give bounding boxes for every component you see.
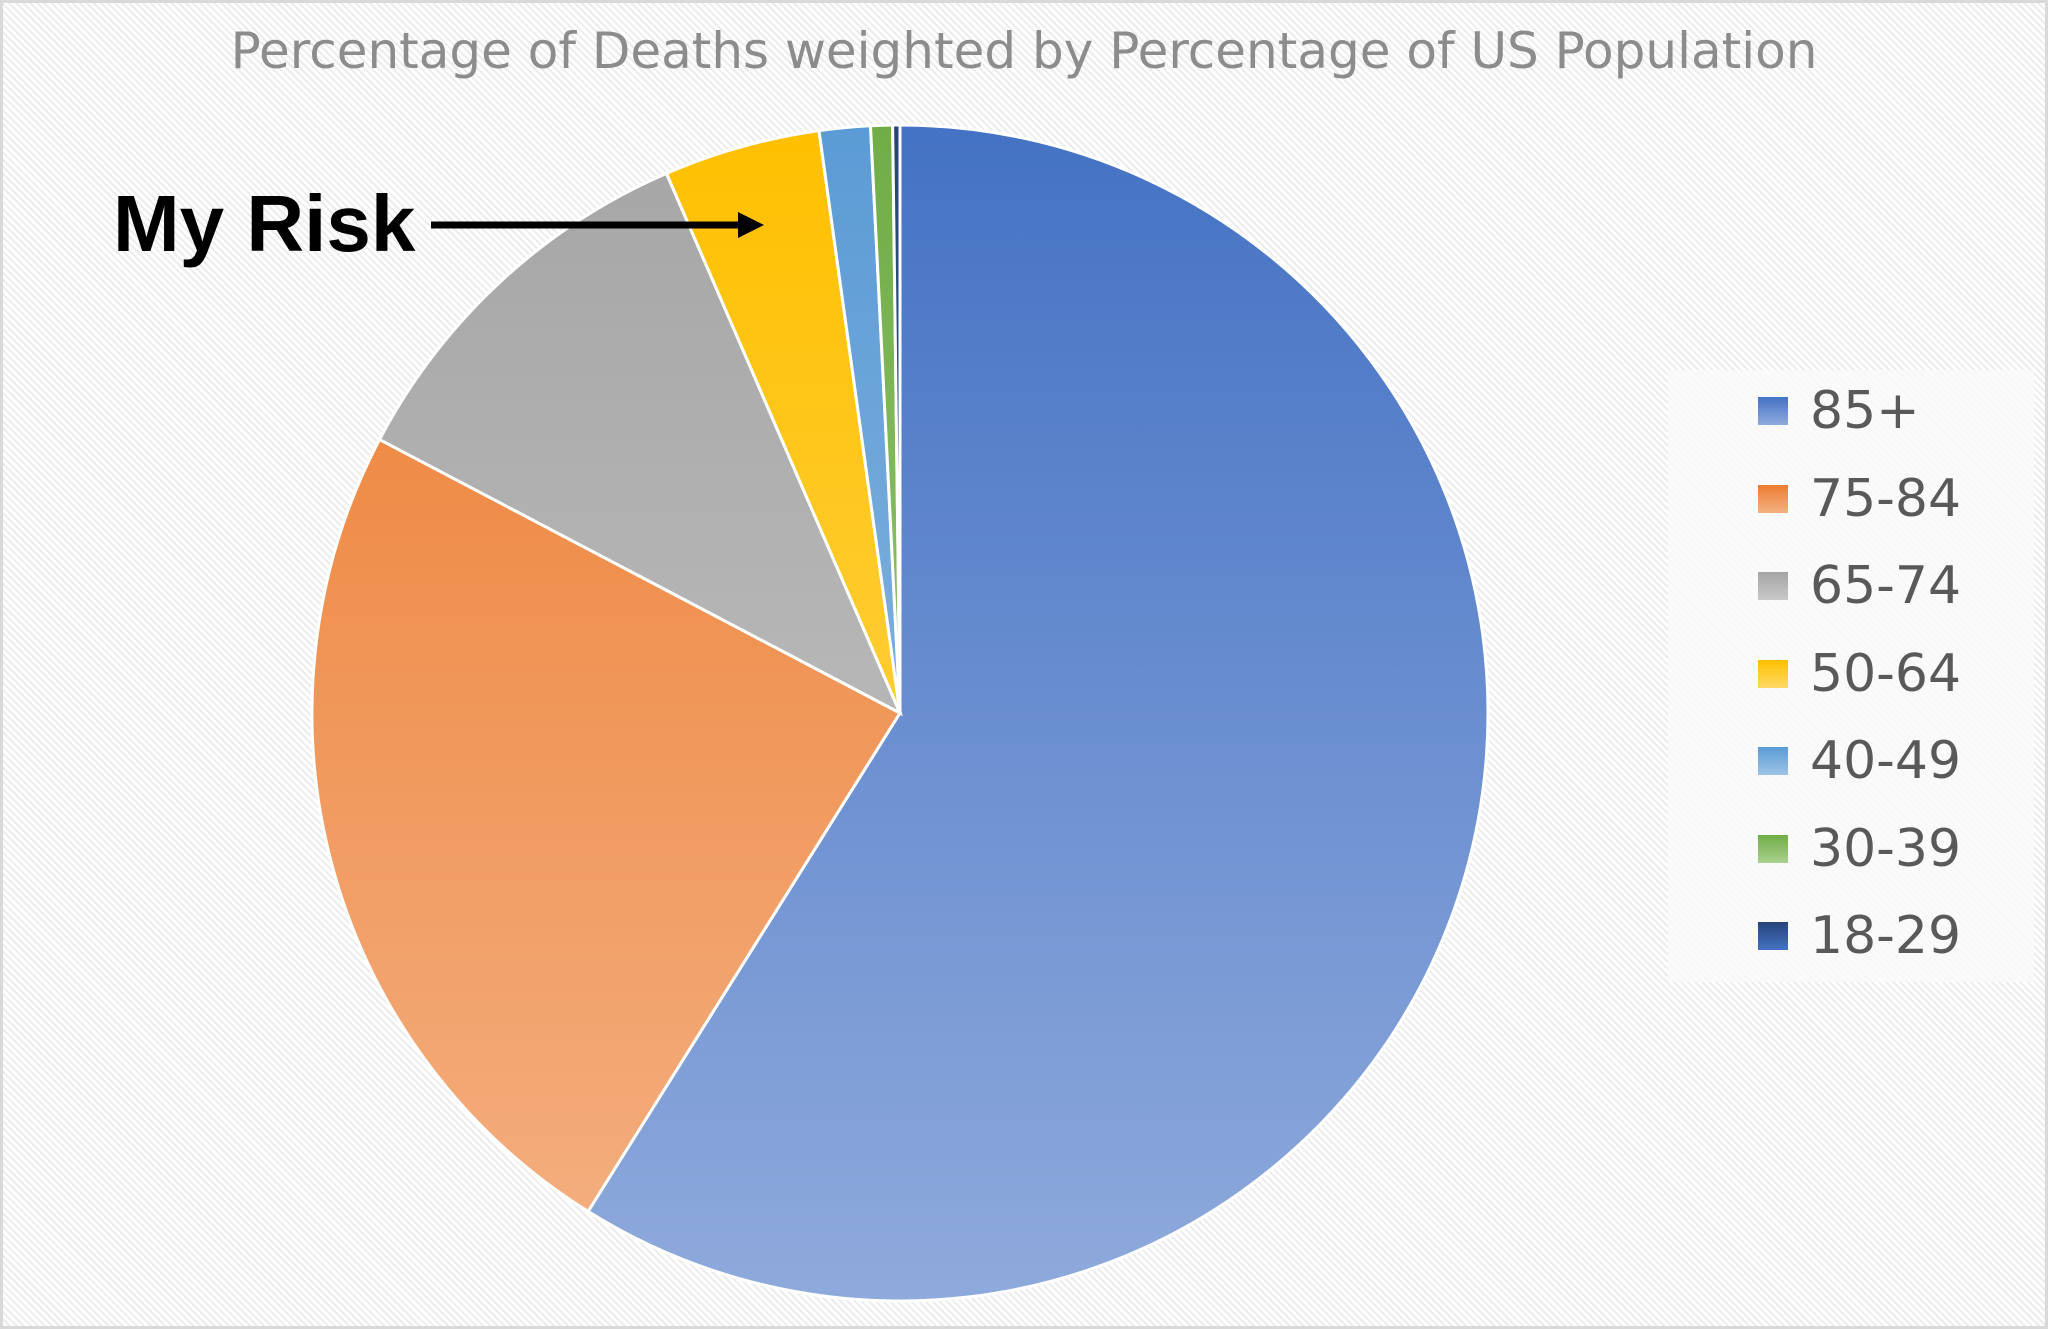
- pie-slice-75-84: [310, 437, 903, 1214]
- pie-slice-65-74: [377, 171, 904, 717]
- legend-label: 85+: [1810, 381, 1920, 441]
- legend-swatch: [1758, 834, 1788, 863]
- legend-swatch: [1758, 659, 1788, 688]
- legend-label: 75-84: [1810, 468, 1962, 529]
- legend-label: 30-39: [1810, 818, 1962, 879]
- pie-slice-85+: [585, 123, 1490, 1303]
- chart-title: Percentage of Deaths weighted by Percent…: [230, 22, 1818, 80]
- legend-swatch: [1758, 922, 1788, 950]
- legend-item-40-49: 40-49: [1758, 726, 1961, 796]
- legend-swatch: [1758, 747, 1788, 775]
- pie-slice-18-29: [891, 123, 902, 714]
- legend-swatch: [1758, 572, 1788, 600]
- legend-item-75-84: 75-84: [1758, 464, 1961, 534]
- legend-label: 40-49: [1810, 731, 1962, 791]
- arrow-head-icon: [738, 212, 764, 238]
- legend-swatch: [1758, 397, 1788, 425]
- legend: 85+ 75-84 65-74 50-64 40-49 30-39 18-29: [1668, 370, 2034, 982]
- legend-label: 50-64: [1810, 643, 1962, 704]
- legend-item-85+: 85+: [1758, 376, 1920, 446]
- my-risk-annotation: My Risk: [113, 179, 416, 268]
- legend-item-18-29: 18-29: [1758, 901, 1961, 971]
- legend-item-30-39: 30-39: [1758, 814, 1961, 884]
- legend-item-50-64: 50-64: [1758, 639, 1961, 709]
- legend-swatch: [1758, 484, 1788, 513]
- legend-item-65-74: 65-74: [1758, 551, 1961, 621]
- legend-label: 18-29: [1810, 906, 1962, 966]
- legend-label: 65-74: [1810, 556, 1962, 616]
